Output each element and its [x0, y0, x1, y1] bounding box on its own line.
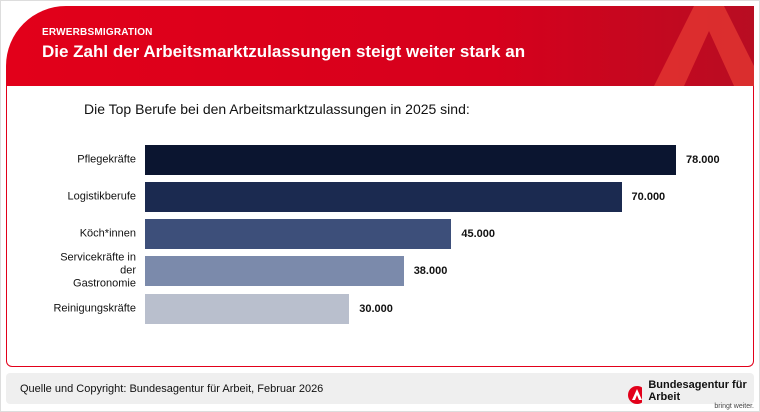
category-label: Pflegekräfte [77, 153, 136, 166]
bar [145, 256, 404, 286]
value-label: 30.000 [359, 303, 393, 315]
chart-title: Die Top Berufe bei den Arbeitsmarktzulas… [84, 101, 470, 117]
value-label: 38.000 [413, 265, 448, 277]
ba-logo: Bundesagentur für Arbeit bringt weiter. [628, 379, 754, 410]
bar [145, 219, 452, 249]
kicker: ERWERBSMIGRATION [42, 27, 153, 38]
value-label: 45.000 [461, 228, 495, 240]
ba-brand: Bundesagentur für Arbeit [648, 379, 747, 403]
bar [145, 294, 350, 324]
source-note: Quelle und Copyright: Bundesagentur für … [20, 383, 324, 395]
header-banner: ERWERBSMIGRATION Die Zahl der Arbeitsmar… [6, 6, 754, 86]
chart-panel [6, 86, 754, 367]
category-label: Logistikberufe [67, 190, 137, 203]
value-label: 78.000 [686, 154, 720, 166]
category-label: Reinigungskräfte [53, 302, 136, 315]
category-label: Köch*innen [79, 227, 136, 240]
footer: Quelle und Copyright: Bundesagentur für … [6, 373, 754, 410]
bar [145, 145, 676, 175]
ba-logo-icon [628, 385, 643, 404]
page-title: Die Zahl der Arbeitsmarktzulassungen ste… [42, 42, 526, 61]
ba-logo-watermark-icon [654, 6, 754, 86]
value-label: 70.000 [631, 191, 666, 203]
category-label: Servicekräfte in der Gastronomie [60, 251, 136, 290]
ba-tagline: bringt weiter. [714, 403, 754, 410]
bar [145, 182, 622, 212]
